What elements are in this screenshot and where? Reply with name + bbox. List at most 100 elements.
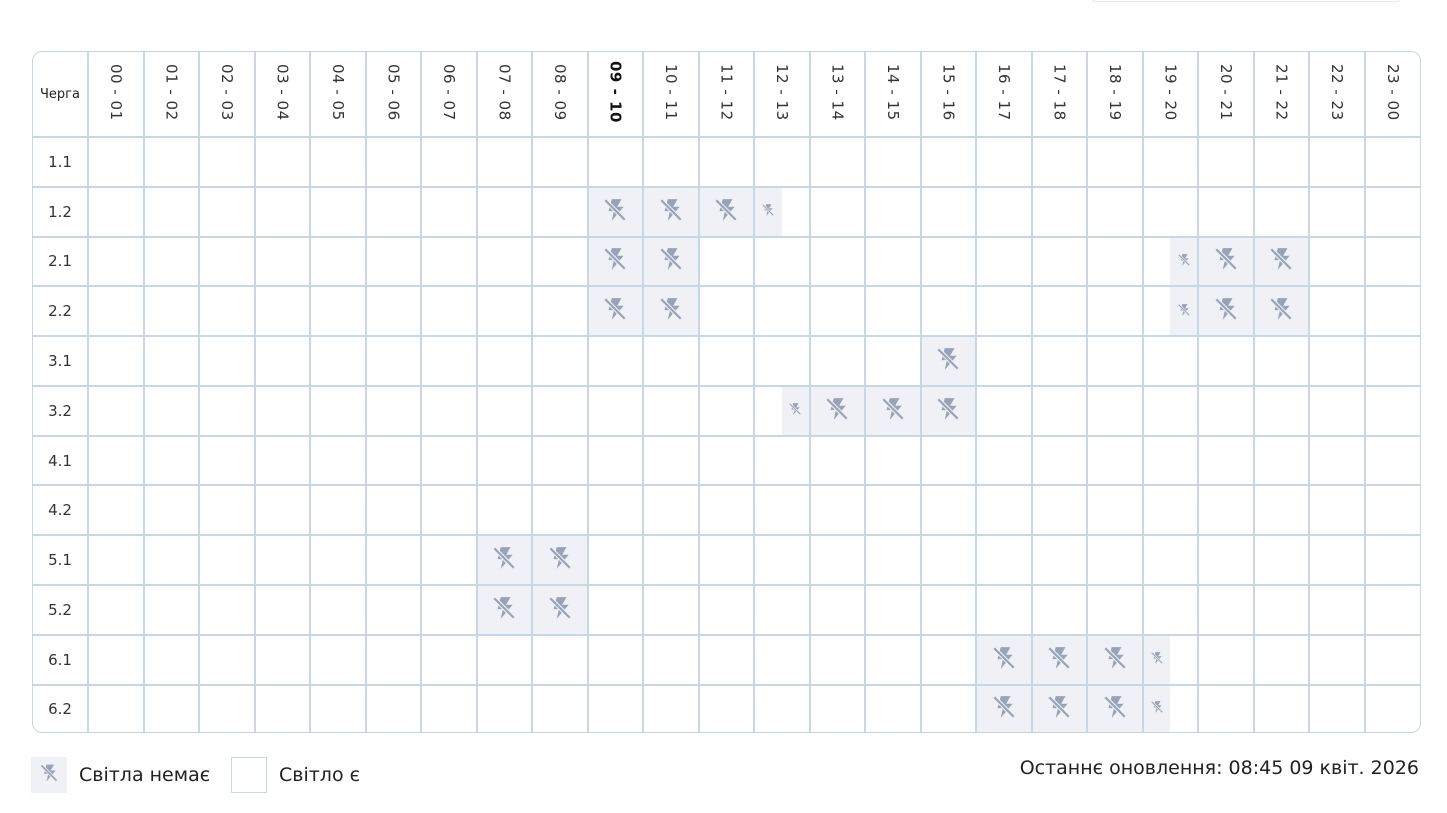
hour-cell	[364, 185, 422, 238]
outage-full	[588, 187, 642, 236]
hour-cell	[1308, 185, 1366, 238]
hour-header: 01 - 02	[142, 52, 200, 138]
hour-cell	[1252, 683, 1310, 732]
queue-row: 6.2	[33, 683, 1420, 732]
hour-cell	[642, 484, 700, 537]
hour-cell	[531, 683, 589, 732]
hour-cell	[864, 136, 922, 188]
hour-cell	[309, 384, 367, 437]
hour-label: 16 - 17	[994, 63, 1013, 121]
queue-column-header: Черга	[33, 52, 89, 138]
hour-cell	[253, 434, 311, 487]
hour-cell	[198, 185, 256, 238]
hour-cell	[420, 584, 478, 636]
hour-cell	[309, 136, 367, 188]
outage-full	[588, 237, 642, 286]
no-power-icon	[1102, 645, 1128, 675]
hour-cell	[198, 633, 256, 686]
hour-cell	[975, 384, 1033, 437]
hour-cell	[420, 235, 478, 288]
hour-cell	[642, 136, 700, 188]
hour-cell	[198, 484, 256, 537]
hour-cell	[253, 285, 311, 338]
queue-label: 1.2	[33, 185, 89, 238]
hour-header: 02 - 03	[198, 52, 256, 138]
hour-header: 22 - 23	[1308, 52, 1366, 138]
hour-cell	[1308, 285, 1366, 338]
queue-label: 2.2	[33, 285, 89, 338]
hour-cell	[1086, 534, 1144, 587]
hour-cell	[864, 235, 922, 288]
hour-cell	[1252, 534, 1310, 587]
hour-cell	[1030, 235, 1088, 288]
hour-label: 10 - 11	[661, 63, 680, 121]
hour-header: 12 - 13	[753, 52, 811, 138]
hour-cell	[586, 136, 644, 188]
hour-cell	[975, 584, 1033, 636]
hour-cell	[420, 484, 478, 537]
hour-cell	[864, 534, 922, 587]
hour-cell	[1308, 534, 1366, 587]
hour-cell	[531, 534, 589, 587]
hour-cell	[975, 633, 1033, 686]
hour-cell	[475, 185, 533, 238]
queue-row: 6.1	[33, 633, 1420, 686]
hour-cell	[1197, 584, 1255, 636]
no-power-icon	[39, 763, 59, 788]
hour-cell	[753, 484, 811, 537]
hour-label: 15 - 16	[939, 63, 958, 121]
hour-cell	[808, 235, 866, 288]
hour-cell	[697, 633, 755, 686]
hour-label: 00 - 01	[106, 63, 125, 121]
hour-cell	[420, 683, 478, 732]
no-power-icon	[1150, 650, 1164, 669]
hour-cell	[1308, 384, 1366, 437]
hour-cell	[975, 235, 1033, 288]
hour-cell	[808, 335, 866, 387]
no-power-icon	[761, 202, 775, 221]
hour-cell	[1141, 534, 1199, 587]
hour-cell	[1252, 136, 1310, 188]
queue-label: 4.2	[33, 484, 89, 537]
hour-cell	[586, 384, 644, 437]
hour-cell	[586, 633, 644, 686]
hour-cell	[309, 484, 367, 537]
hour-cell	[1308, 434, 1366, 487]
hour-cell	[586, 235, 644, 288]
hour-label: 17 - 18	[1050, 63, 1069, 121]
hour-cell	[475, 584, 533, 636]
hour-cell	[1197, 235, 1255, 288]
hour-cell	[1197, 534, 1255, 587]
hour-cell	[642, 434, 700, 487]
hour-cell	[697, 335, 755, 387]
hour-cell	[697, 584, 755, 636]
hour-cell	[1197, 136, 1255, 188]
no-power-icon	[1046, 645, 1072, 675]
hour-cell	[642, 335, 700, 387]
hour-label: 11 - 12	[717, 63, 736, 121]
hour-cell	[1030, 683, 1088, 732]
queue-label: 5.1	[33, 534, 89, 587]
no-power-icon	[1046, 694, 1072, 724]
last-updated: Останнє оновлення: 08:45 09 квіт. 2026	[1019, 757, 1419, 779]
hour-cell	[475, 136, 533, 188]
hour-cell	[1363, 235, 1420, 288]
hour-header: 17 - 18	[1030, 52, 1088, 138]
hour-cell	[475, 235, 533, 288]
hour-cell	[919, 136, 977, 188]
no-power-icon	[547, 595, 573, 625]
hour-cell	[642, 235, 700, 288]
hour-cell	[87, 683, 145, 732]
hour-cell	[1197, 434, 1255, 487]
hour-cell	[919, 633, 977, 686]
hour-cell	[253, 384, 311, 437]
outage-full	[1088, 635, 1142, 684]
hour-cell	[87, 335, 145, 387]
hour-cell	[253, 185, 311, 238]
outage-second	[1170, 287, 1197, 336]
hour-label: 13 - 14	[828, 63, 847, 121]
hour-cell	[142, 484, 200, 537]
hour-cell	[1197, 335, 1255, 387]
hour-cell	[142, 235, 200, 288]
hour-cell	[864, 185, 922, 238]
